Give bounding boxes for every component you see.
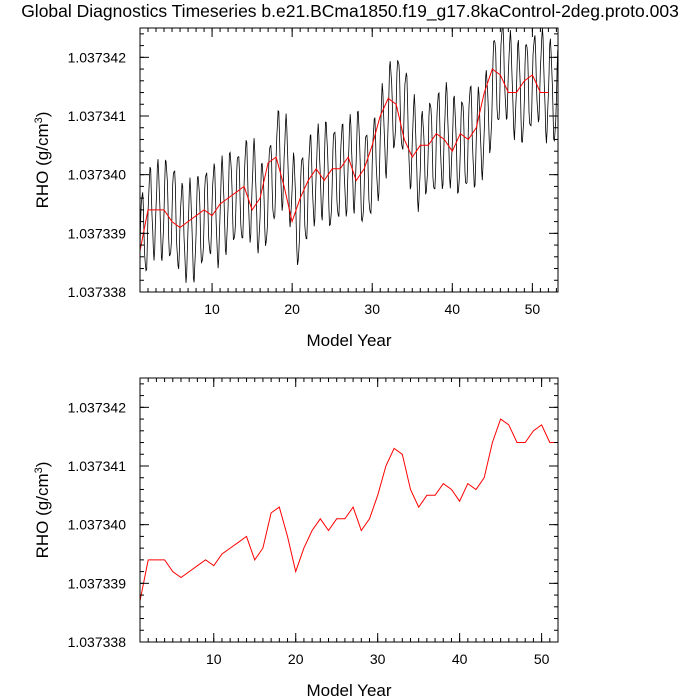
y-tick-label: 1.037338	[68, 284, 127, 300]
plot-frame	[139, 377, 559, 643]
x-tick-label: 30	[370, 651, 386, 667]
y-tick-label: 1.037341	[68, 458, 127, 474]
y-tick-label: 1.037342	[68, 49, 127, 65]
y-tick-label: 1.037340	[68, 517, 127, 533]
y-tick-label: 1.037339	[68, 225, 127, 241]
x-tick-label: 30	[364, 301, 380, 317]
chart-panel-bottom: 10 20 30 40 50 1.037338 1.037339 1.037340 1.0373…	[33, 377, 559, 700]
series-line-monthly	[140, 28, 558, 283]
x-tick-label: 40	[452, 651, 468, 667]
y-tick-label: 1.037342	[68, 399, 127, 415]
x-tick-label: 10	[206, 651, 222, 667]
x-tick-label: 50	[525, 301, 541, 317]
y-tick-label: 1.037338	[68, 634, 127, 650]
x-tick-label: 20	[284, 301, 300, 317]
y-tick-label: 1.037339	[68, 575, 127, 591]
x-tick-label: 40	[445, 301, 461, 317]
x-tick-label: 50	[534, 651, 550, 667]
series-line-annual-mean	[140, 418, 558, 601]
x-axis-label: Model Year	[306, 331, 391, 350]
y-axis-label: RHO (g/cm3)	[33, 462, 52, 559]
x-tick-label: 20	[288, 651, 304, 667]
y-tick-label: 1.037340	[68, 167, 127, 183]
figure-title: Global Diagnostics Timeseries b.e21.BCma…	[21, 1, 679, 21]
series-line-annual-mean	[140, 68, 549, 251]
y-axis-label: RHO (g/cm3)	[33, 112, 52, 209]
x-tick-label: 10	[204, 301, 220, 317]
chart-panel-top: 10 20 30 40 50 1.037338 1.037339 1.037340 1.0373…	[33, 27, 559, 350]
plot-frame	[139, 27, 559, 293]
x-axis-label: Model Year	[306, 681, 391, 700]
y-tick-label: 1.037341	[68, 108, 127, 124]
